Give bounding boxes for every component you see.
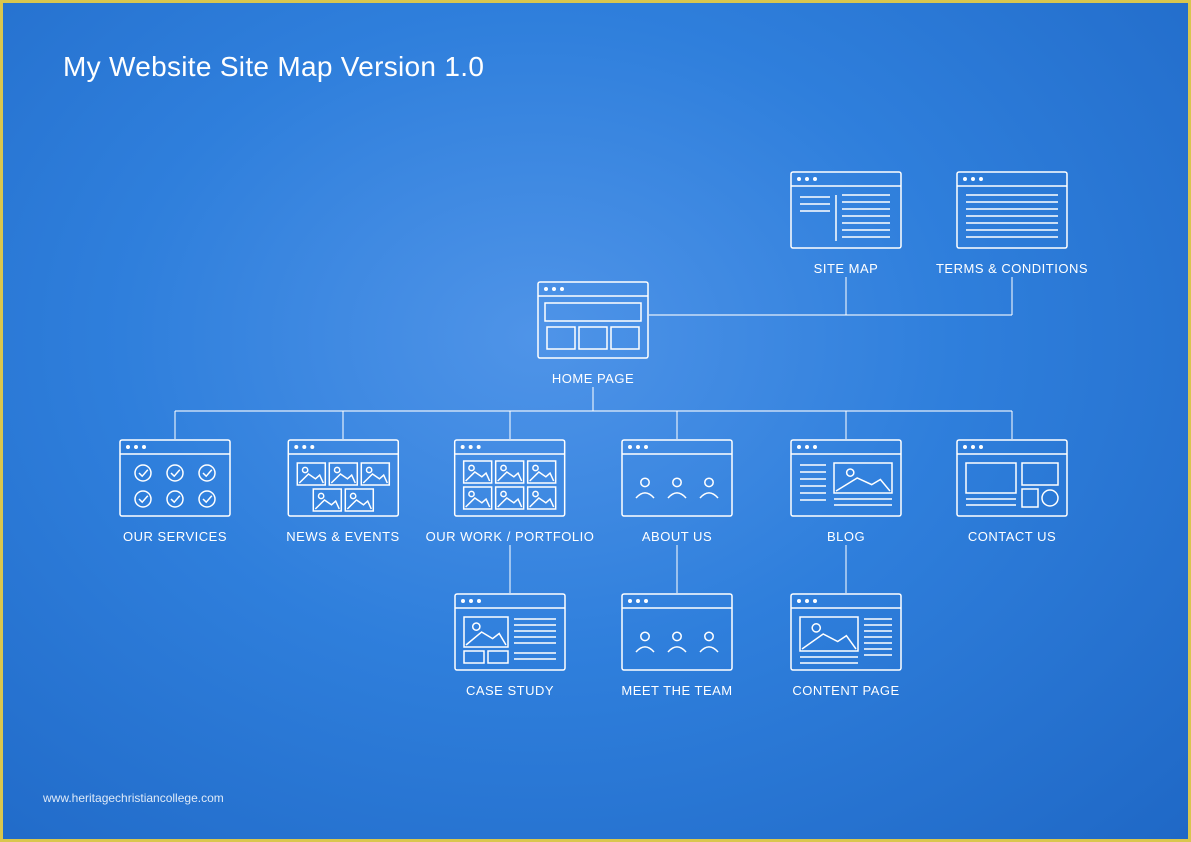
node-label: NEWS & EVENTS: [286, 529, 399, 544]
connector-lines: [3, 3, 1191, 842]
people3-icon: [621, 439, 733, 517]
node-sitemap: SITE MAP: [790, 171, 902, 276]
sitemap-icon: [790, 171, 902, 249]
node-home: HOME PAGE: [537, 281, 649, 386]
casestudy-icon: [454, 593, 566, 671]
sitemap-diagram-frame: My Website Site Map Version 1.0 HOME PAG…: [0, 0, 1191, 842]
page-title: My Website Site Map Version 1.0: [63, 51, 484, 83]
node-news: NEWS & EVENTS: [286, 439, 399, 544]
node-label: CONTACT US: [956, 529, 1068, 544]
news-icon: [287, 439, 399, 517]
contact-icon: [956, 439, 1068, 517]
node-label: SITE MAP: [790, 261, 902, 276]
node-label: OUR WORK / PORTFOLIO: [426, 529, 595, 544]
node-label: MEET THE TEAM: [621, 683, 733, 698]
node-team: MEET THE TEAM: [621, 593, 733, 698]
node-label: HOME PAGE: [537, 371, 649, 386]
node-services: OUR SERVICES: [119, 439, 231, 544]
home-icon: [537, 281, 649, 359]
node-label: OUR SERVICES: [119, 529, 231, 544]
node-label: TERMS & CONDITIONS: [936, 261, 1088, 276]
node-contact: CONTACT US: [956, 439, 1068, 544]
terms-icon: [956, 171, 1068, 249]
node-label: CONTENT PAGE: [790, 683, 902, 698]
portfolio-icon: [454, 439, 566, 517]
content-icon: [790, 593, 902, 671]
node-blog: BLOG: [790, 439, 902, 544]
node-about: ABOUT US: [621, 439, 733, 544]
blog-icon: [790, 439, 902, 517]
services-icon: [119, 439, 231, 517]
node-label: BLOG: [790, 529, 902, 544]
node-content: CONTENT PAGE: [790, 593, 902, 698]
people3-icon: [621, 593, 733, 671]
node-terms: TERMS & CONDITIONS: [936, 171, 1088, 276]
node-label: CASE STUDY: [454, 683, 566, 698]
node-label: ABOUT US: [621, 529, 733, 544]
node-work: OUR WORK / PORTFOLIO: [426, 439, 595, 544]
footer-text: www.heritagechristiancollege.com: [43, 791, 224, 805]
node-case: CASE STUDY: [454, 593, 566, 698]
